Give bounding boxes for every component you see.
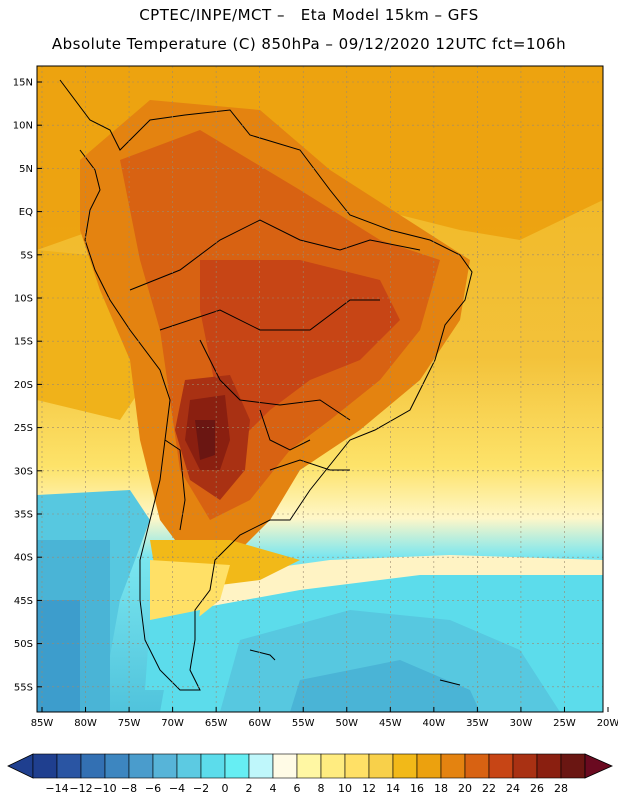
- colorbar-label: 16: [410, 782, 424, 795]
- map-frame: [36, 65, 604, 713]
- lon-tick-label: 50W: [335, 718, 358, 729]
- lat-tick-label: 20S: [14, 380, 33, 391]
- colorbar-label: −10: [93, 782, 116, 795]
- lat-tick-label: 10N: [13, 121, 33, 132]
- lon-tick-label: 55W: [292, 718, 315, 729]
- lon-tick-label: 25W: [553, 718, 576, 729]
- lon-tick-label: 60W: [248, 718, 271, 729]
- colorbar-swatch: [440, 753, 466, 779]
- colorbar-swatch: [416, 753, 442, 779]
- lat-tick-label: 25S: [14, 423, 33, 434]
- colorbar-swatch: [536, 753, 562, 779]
- colorbar-label: −14: [45, 782, 68, 795]
- colorbar-label: 0: [222, 782, 229, 795]
- colorbar-swatch: [224, 753, 250, 779]
- colorbar: −14 −12 −10 −8 −6 −4 −2 0 2 4 6 8 10 12 14 16 18 20 22 24 26…: [7, 753, 613, 795]
- colorbar-swatch: [56, 753, 82, 779]
- colorbar-swatch: [272, 753, 298, 779]
- colorbar-label: 12: [362, 782, 376, 795]
- colorbar-swatch: [248, 753, 274, 779]
- colorbar-label: −4: [169, 782, 185, 795]
- colorbar-label: 26: [530, 782, 544, 795]
- lon-tick-label: 45W: [379, 718, 402, 729]
- colorbar-arrow-high: [584, 753, 613, 779]
- lat-tick-label: 15S: [14, 337, 33, 348]
- lat-tick-label: 10S: [14, 294, 33, 305]
- colorbar-swatch: [368, 753, 394, 779]
- colorbar-label: 6: [294, 782, 301, 795]
- graticule: [37, 66, 603, 712]
- lon-tick-label: 20W: [597, 718, 618, 729]
- colorbar-label: 2: [246, 782, 253, 795]
- lat-tick-label: 40S: [14, 553, 33, 564]
- lon-tick-label: 65W: [205, 718, 228, 729]
- lat-tick-label: 30S: [14, 466, 33, 477]
- colorbar-swatch: [176, 753, 202, 779]
- lat-tick-label: 35S: [14, 510, 33, 521]
- colorbar-label: −8: [121, 782, 137, 795]
- colorbar-label: 24: [506, 782, 520, 795]
- colorbar-swatch: [464, 753, 490, 779]
- lon-tick-label: 70W: [161, 718, 184, 729]
- lat-tick-label: 50S: [14, 639, 33, 650]
- colorbar-label: 20: [458, 782, 472, 795]
- colorbar-label: 4: [270, 782, 277, 795]
- colorbar-swatch: [296, 753, 322, 779]
- lat-tick-label: 15N: [13, 78, 33, 89]
- lat-tick-label: 5S: [20, 250, 33, 261]
- colorbar-swatch: [104, 753, 130, 779]
- colorbar-label: 28: [554, 782, 568, 795]
- colorbar-label: −12: [69, 782, 92, 795]
- colorbar-swatch: [392, 753, 418, 779]
- colorbar-label: 14: [386, 782, 400, 795]
- colorbar-label: −6: [145, 782, 161, 795]
- colorbar-swatch: [560, 753, 586, 779]
- colorbar-label: −2: [193, 782, 209, 795]
- temperature-field: [37, 66, 603, 712]
- colorbar-label: 18: [434, 782, 448, 795]
- colorbar-swatch: [320, 753, 346, 779]
- colorbar-swatch: [152, 753, 178, 779]
- lat-tick-label: EQ: [19, 207, 33, 218]
- lat-tick-label: 55S: [14, 682, 33, 693]
- longitude-axis: 85W 80W 75W 70W 65W 60W 55W 50W 45W 40W 35W 30W 25W 2…: [31, 707, 618, 729]
- lon-tick-label: 35W: [466, 718, 489, 729]
- colorbar-swatch: [32, 753, 58, 779]
- colorbar-swatch: [344, 753, 370, 779]
- lon-tick-label: 40W: [423, 718, 446, 729]
- title-line-1: CPTEC/INPE/MCT – Eta Model 15km – GFS: [139, 6, 479, 24]
- coastline-overlay: [59, 79, 473, 691]
- colorbar-label: 10: [338, 782, 352, 795]
- lat-tick-label: 5N: [19, 164, 33, 175]
- title-line-2: Absolute Temperature (C) 850hPa – 09/12/…: [51, 35, 567, 53]
- colorbar-swatch: [80, 753, 106, 779]
- colorbar-swatch: [200, 753, 226, 779]
- colorbar-arrow-low: [7, 753, 34, 779]
- lon-tick-label: 30W: [510, 718, 533, 729]
- lon-tick-label: 80W: [74, 718, 97, 729]
- colorbar-label: 22: [482, 782, 496, 795]
- colorbar-swatch: [512, 753, 538, 779]
- colorbar-label: 8: [318, 782, 325, 795]
- lon-tick-label: 85W: [31, 718, 54, 729]
- colorbar-swatch: [488, 753, 514, 779]
- lat-tick-label: 45S: [14, 596, 33, 607]
- colorbar-swatch: [128, 753, 154, 779]
- lon-tick-label: 75W: [118, 718, 141, 729]
- latitude-axis: 15N 10N 5N EQ 5S 10S 15S 20S 25S 30S 35S 40S 45S 50S 5…: [13, 78, 42, 693]
